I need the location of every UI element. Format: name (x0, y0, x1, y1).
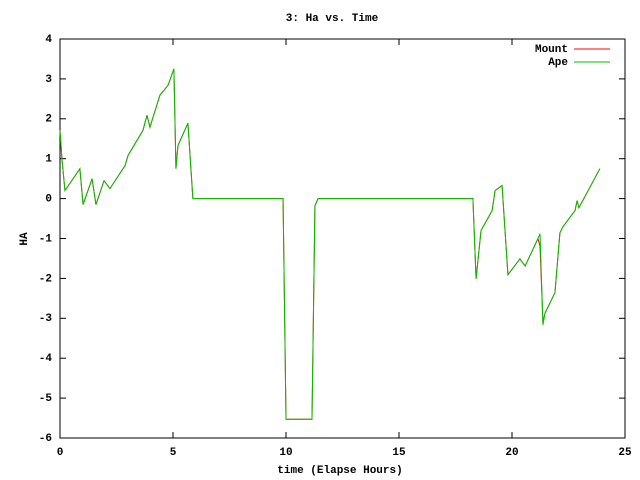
x-tick-label: 25 (618, 447, 632, 459)
chart-title: 3: Ha vs. Time (286, 13, 379, 25)
y-axis-label: HA (19, 232, 31, 246)
y-tick-label: -4 (39, 353, 53, 365)
y-tick-label: -1 (39, 233, 53, 245)
legend-label: Mount (535, 44, 568, 56)
y-tick-label: 1 (45, 154, 52, 166)
y-tick-label: 2 (45, 114, 52, 126)
x-tick-label: 0 (57, 447, 64, 459)
y-tick-label: -3 (39, 313, 53, 325)
series-line (59, 68, 601, 420)
x-tick-label: 5 (170, 447, 177, 459)
legend-label: Ape (548, 57, 568, 69)
y-tick-label: 3 (45, 74, 52, 86)
x-tick-label: 10 (279, 447, 292, 459)
x-tick-label: 15 (392, 447, 406, 459)
x-axis-label: time (Elapse Hours) (277, 465, 402, 477)
y-tick-label: 0 (45, 194, 52, 206)
y-tick-label: 4 (45, 34, 52, 46)
x-tick-label: 20 (505, 447, 518, 459)
y-tick-label: -2 (39, 273, 52, 285)
y-tick-label: -5 (39, 393, 53, 405)
y-tick-label: -6 (39, 433, 52, 445)
